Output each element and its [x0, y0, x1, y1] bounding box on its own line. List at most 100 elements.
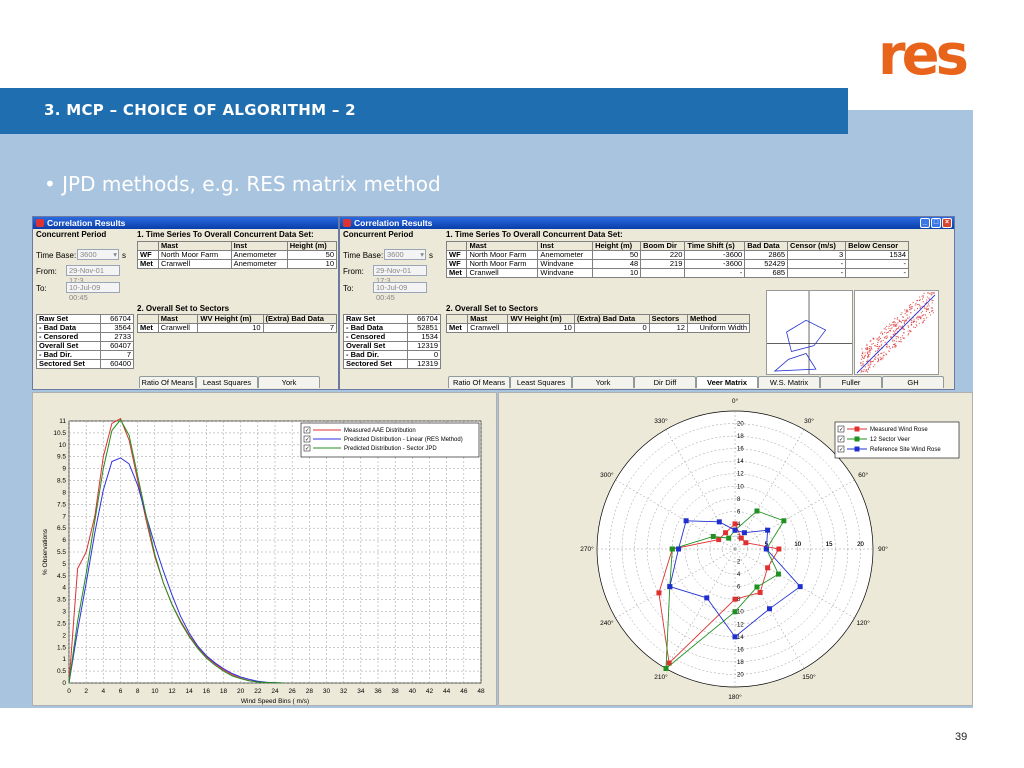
scatter-point	[919, 307, 921, 309]
scatter-point	[883, 351, 885, 353]
scatter-point	[901, 335, 903, 337]
scatter-point	[929, 311, 931, 314]
table-cell: 1534	[845, 250, 909, 260]
table-row: Met Cranwell 10 0 12 Uniform Width	[445, 323, 751, 333]
tab-ratio-of-means[interactable]: Ratio Of Means	[448, 376, 510, 388]
stats-table: Raw Set 66704- Bad Data 52851- Censored 153…	[342, 314, 441, 369]
scatter-point	[869, 340, 871, 342]
scatter-point	[901, 325, 904, 327]
correlation-results-window-right[interactable]: Correlation Results _ □ × Concurrent Perio…	[339, 216, 955, 390]
sectors-table: Mast WV Height (m) (Extra) Bad Data Sectors…	[445, 314, 751, 333]
scatter-point	[877, 348, 879, 350]
scatter-point	[909, 330, 911, 332]
legend-checkbox[interactable]	[837, 445, 845, 453]
series-marker	[754, 584, 760, 590]
radial-tick-label: 6	[737, 509, 741, 515]
legend-checkbox[interactable]	[837, 425, 845, 433]
series-marker	[656, 590, 662, 596]
scatter-point	[912, 301, 914, 304]
scatter-point	[874, 364, 876, 366]
scatter-point	[889, 347, 891, 349]
chevron-down-icon[interactable]: ▾	[113, 250, 117, 259]
y-tick-label: 8.5	[57, 478, 66, 485]
scatter-point	[913, 319, 915, 321]
tab-w-s-matrix[interactable]: W.S. Matrix	[758, 376, 820, 388]
table-cell: Uniform Width	[686, 323, 751, 333]
scatter-point	[891, 324, 893, 326]
scatter-point	[882, 332, 884, 334]
tab-least-squares[interactable]: Least Squares	[510, 376, 572, 388]
scatter-point	[893, 325, 895, 327]
header-row: Mast WV Height (m) (Extra) Bad Data	[137, 314, 338, 324]
scatter-point	[882, 356, 884, 358]
section2-heading: 2. Overall Set to Sectors	[446, 304, 539, 313]
chevron-down-icon[interactable]: ▾	[420, 250, 424, 259]
from-field[interactable]: 29-Nov-01 17:3	[373, 265, 427, 285]
scatter-point	[904, 309, 906, 311]
scatter-point	[915, 302, 917, 304]
table-cell: 60400	[100, 359, 134, 369]
scatter-point	[862, 364, 864, 366]
scatter-point	[863, 368, 865, 370]
scatter-point	[875, 350, 877, 352]
tab-dir-diff[interactable]: Dir Diff	[634, 376, 696, 388]
x-tick-label: 28	[306, 688, 314, 695]
scatter-point	[921, 310, 924, 312]
legend-checkbox[interactable]	[837, 435, 845, 443]
scatter-point	[904, 320, 906, 322]
scatter-point	[905, 320, 908, 322]
column-header: (Extra) Bad Data	[573, 314, 650, 324]
to-field[interactable]: 10-Jul-09 00:45	[66, 282, 120, 302]
tab-veer-matrix[interactable]: Veer Matrix	[696, 376, 758, 388]
correlation-results-window-left[interactable]: Correlation Results Concurrent Period Ti…	[32, 216, 339, 390]
series-marker	[797, 584, 803, 590]
scatter-point	[889, 323, 891, 325]
window-titlebar[interactable]: Correlation Results	[33, 217, 338, 229]
tab-fuller[interactable]: Fuller	[820, 376, 882, 388]
scatter-point	[910, 324, 912, 326]
legend-checkbox[interactable]	[303, 426, 311, 434]
legend-checkbox[interactable]	[303, 435, 311, 443]
scatter-point	[869, 353, 871, 355]
timebase-select[interactable]: 3600 ▾	[384, 249, 426, 260]
scatter-point	[902, 327, 904, 329]
radial-tick-label: 18	[737, 660, 744, 666]
scatter-point	[909, 303, 912, 306]
x-tick-label: 12	[168, 688, 176, 695]
tab-least-squares[interactable]: Least Squares	[196, 376, 258, 388]
scatter-point	[932, 312, 934, 314]
window-titlebar[interactable]: Correlation Results _ □ ×	[340, 217, 954, 229]
scatter-point	[860, 358, 862, 360]
scatter-point	[894, 346, 897, 348]
scatter-point	[867, 356, 869, 359]
from-field[interactable]: 29-Nov-01 17:3	[66, 265, 120, 285]
tab-ratio-of-means[interactable]: Ratio Of Means	[139, 376, 196, 388]
scatter-point	[888, 327, 890, 329]
series-line	[68, 457, 284, 684]
bullet-point: • JPD methods, e.g. RES matrix method	[44, 172, 441, 196]
tab-gh[interactable]: GH	[882, 376, 944, 388]
series-marker	[732, 596, 738, 602]
scatter-point	[900, 341, 902, 343]
scatter-point	[891, 327, 893, 329]
stat-row: Sectored Set 12319	[342, 359, 441, 369]
scatter-point	[889, 329, 892, 332]
table-cell: Sectored Set	[35, 359, 102, 369]
y-tick-label: 9	[62, 466, 66, 473]
x-tick-label: 44	[443, 688, 451, 695]
scatter-point	[864, 355, 866, 357]
tab-york[interactable]: York	[258, 376, 320, 388]
scatter-point	[864, 352, 866, 354]
table-cell: 219	[640, 259, 686, 269]
table-cell: Sectored Set	[342, 359, 409, 369]
scatter-point	[894, 318, 896, 320]
scatter-point	[904, 321, 906, 323]
close-icon[interactable]: ×	[942, 218, 952, 228]
maximize-icon[interactable]: □	[931, 218, 941, 228]
legend-checkbox[interactable]	[303, 444, 311, 452]
minimize-icon[interactable]: _	[920, 218, 930, 228]
scatter-point	[860, 371, 862, 373]
to-field[interactable]: 10-Jul-09 00:45	[373, 282, 427, 302]
tab-york[interactable]: York	[572, 376, 634, 388]
timebase-select[interactable]: 3600 ▾	[77, 249, 119, 260]
